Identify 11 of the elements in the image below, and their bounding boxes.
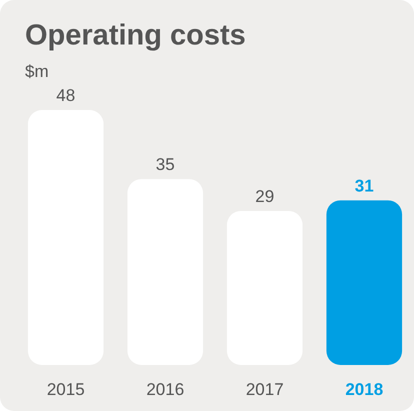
data-label: 31 xyxy=(354,176,374,196)
data-label: 35 xyxy=(156,155,175,174)
bar xyxy=(326,200,402,365)
data-label: 48 xyxy=(56,86,76,105)
x-tick-label: 2016 xyxy=(146,380,184,399)
data-label: 29 xyxy=(255,186,274,206)
x-tick-label: 2017 xyxy=(246,380,284,399)
chart-title: Operating costs xyxy=(25,20,246,52)
x-tick-label: 2018 xyxy=(345,380,384,399)
chart-subtitle: $m xyxy=(25,62,49,81)
x-tick-label: 2015 xyxy=(46,380,85,399)
